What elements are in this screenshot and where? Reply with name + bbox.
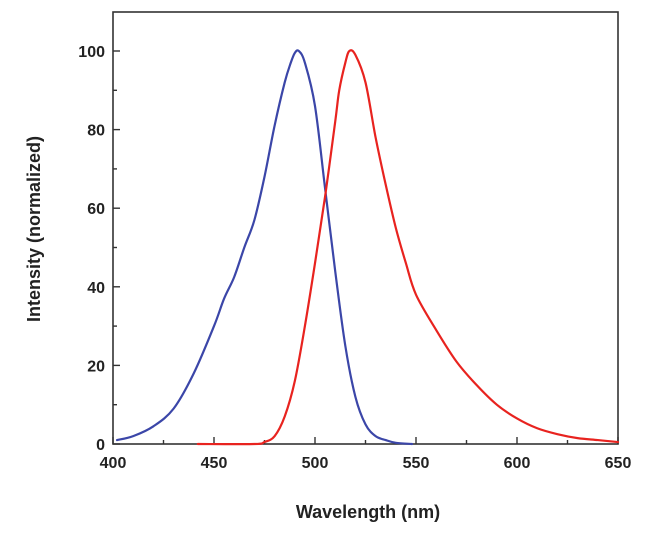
- series-group: [115, 49, 620, 446]
- y-tick-label: 20: [87, 358, 105, 375]
- y-tick-label: 100: [78, 44, 105, 61]
- x-axis-title: Wavelength (nm): [296, 502, 440, 522]
- y-tick-label: 80: [87, 123, 105, 140]
- y-tick-label: 40: [87, 280, 105, 297]
- series-line-1: [115, 49, 414, 446]
- plot-frame: [112, 11, 619, 445]
- series-line-2: [196, 49, 620, 446]
- x-tick-label: 650: [605, 455, 632, 472]
- y-axis-title: Intensity (normalized): [24, 136, 44, 322]
- y-tick-label: 60: [87, 201, 105, 218]
- x-tick-label: 500: [302, 455, 329, 472]
- y-axis: 0 20 40 60 80 100: [78, 44, 120, 454]
- x-tick-label: 450: [201, 455, 228, 472]
- y-tick-label: 0: [96, 437, 105, 454]
- x-tick-label: 600: [504, 455, 531, 472]
- x-tick-label: 400: [100, 455, 127, 472]
- x-axis: 400 450 500 550 600 650: [100, 437, 632, 472]
- x-tick-label: 550: [403, 455, 430, 472]
